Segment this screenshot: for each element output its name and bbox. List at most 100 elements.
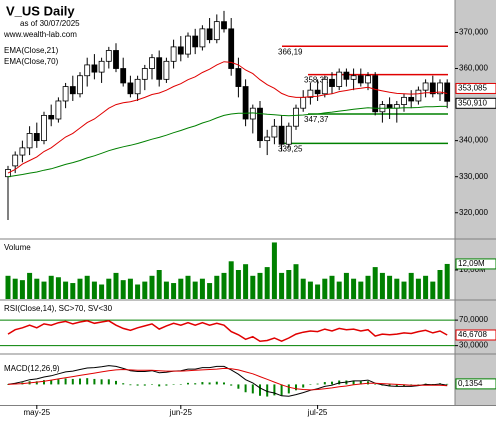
candle-body <box>271 125 278 138</box>
ema-line <box>7 105 448 178</box>
candle-body <box>278 125 285 145</box>
candle-body <box>213 21 220 41</box>
last-value-box <box>455 97 496 109</box>
y-tick-label: 330,000 <box>459 172 488 181</box>
candle-body <box>141 68 148 80</box>
volume-bar <box>437 270 443 299</box>
candle-body <box>199 28 206 48</box>
candle-body <box>185 35 191 55</box>
volume-bar <box>106 278 112 299</box>
histogram-bar <box>100 379 103 385</box>
volume-bar <box>99 284 105 299</box>
histogram-bar <box>79 378 81 385</box>
last-value-label: 0,1354 <box>458 379 483 388</box>
last-value-label: 350,910 <box>458 98 487 107</box>
histogram-bar <box>64 378 67 385</box>
histogram-bar <box>172 384 175 385</box>
candle-body <box>422 82 429 91</box>
histogram-bar <box>251 384 254 394</box>
histogram-bar <box>179 384 182 385</box>
volume-bar <box>358 281 364 299</box>
source: www.wealth-lab.com <box>3 30 77 39</box>
histogram-bar <box>295 384 297 391</box>
candle-body <box>105 50 112 62</box>
candle-body <box>26 133 33 149</box>
candle-body <box>41 114 47 142</box>
histogram-bar <box>86 378 89 385</box>
legend-entry: EMA(Close,21) <box>4 46 59 55</box>
histogram-bar <box>115 380 117 385</box>
legend-entry: EMA(Close,70) <box>4 57 59 66</box>
candle-body <box>62 86 69 102</box>
candle-body <box>386 104 393 109</box>
candle-body <box>415 89 422 102</box>
histogram-bar <box>107 379 110 385</box>
volume-bar <box>221 272 227 299</box>
histogram-bar <box>201 382 204 385</box>
candle-body <box>257 107 263 142</box>
volume-bar <box>34 278 40 299</box>
volume-bar <box>207 283 213 299</box>
histogram-bar <box>446 383 449 385</box>
y-tick-label: 320,000 <box>459 208 488 217</box>
volume-bar <box>77 278 83 299</box>
histogram-bar <box>208 382 211 385</box>
histogram-bar <box>273 384 276 396</box>
last-value-label: 46,6708 <box>458 330 487 339</box>
last-value-label: 12,09M <box>458 259 485 268</box>
candle-body <box>221 21 227 30</box>
histogram-bar <box>287 384 290 394</box>
y-tick-label: 70,0000 <box>459 315 488 324</box>
level-label: 358,32 <box>304 76 329 85</box>
last-value-box <box>455 378 496 390</box>
level-label: 347,37 <box>304 115 329 124</box>
candle-body <box>444 82 451 102</box>
histogram-bar <box>129 384 132 386</box>
histogram-bar <box>50 380 53 385</box>
histogram-bar <box>237 384 240 389</box>
volume-bar <box>336 281 342 299</box>
candle-body <box>134 78 141 95</box>
candle-body <box>149 57 155 69</box>
histogram-bar <box>302 384 305 388</box>
histogram-bar <box>230 384 233 386</box>
last-value-box <box>455 258 496 270</box>
candle-body <box>19 147 26 156</box>
volume-bar <box>243 264 249 299</box>
candle-body <box>242 86 249 120</box>
volume-bar <box>156 270 162 299</box>
histogram-bar <box>43 380 45 385</box>
candle-body <box>163 60 170 80</box>
volume-bar <box>401 281 407 299</box>
histogram-bar <box>395 384 398 387</box>
volume-bar <box>142 281 148 299</box>
histogram-bar <box>187 382 189 385</box>
volume-bar <box>250 275 256 299</box>
candle-body <box>228 28 235 69</box>
histogram-bar <box>266 384 269 397</box>
candle-body <box>408 96 415 102</box>
candle-body <box>206 28 213 41</box>
histogram-bar <box>143 384 146 386</box>
histogram-bar <box>417 384 420 385</box>
candle-body <box>314 89 321 95</box>
candle-body <box>285 125 292 145</box>
histogram-bar <box>158 384 161 387</box>
histogram-bar <box>323 382 326 385</box>
candle-body <box>235 68 242 87</box>
y-tick-label: 340,000 <box>459 136 488 145</box>
histogram-bar <box>215 381 218 385</box>
candle-body <box>336 71 343 87</box>
volume-bar <box>27 272 33 299</box>
histogram-bar <box>316 383 319 385</box>
histogram-bar <box>71 378 74 385</box>
volume-bar <box>163 281 169 299</box>
candle-body <box>170 46 177 62</box>
histogram-bar <box>359 381 362 385</box>
level-label: 339,25 <box>278 144 303 153</box>
x-tick-label: may-25 <box>23 408 50 417</box>
histogram-bar <box>374 384 377 385</box>
chart-title: V_US Daily <box>6 3 75 18</box>
histogram-bar <box>244 384 247 393</box>
